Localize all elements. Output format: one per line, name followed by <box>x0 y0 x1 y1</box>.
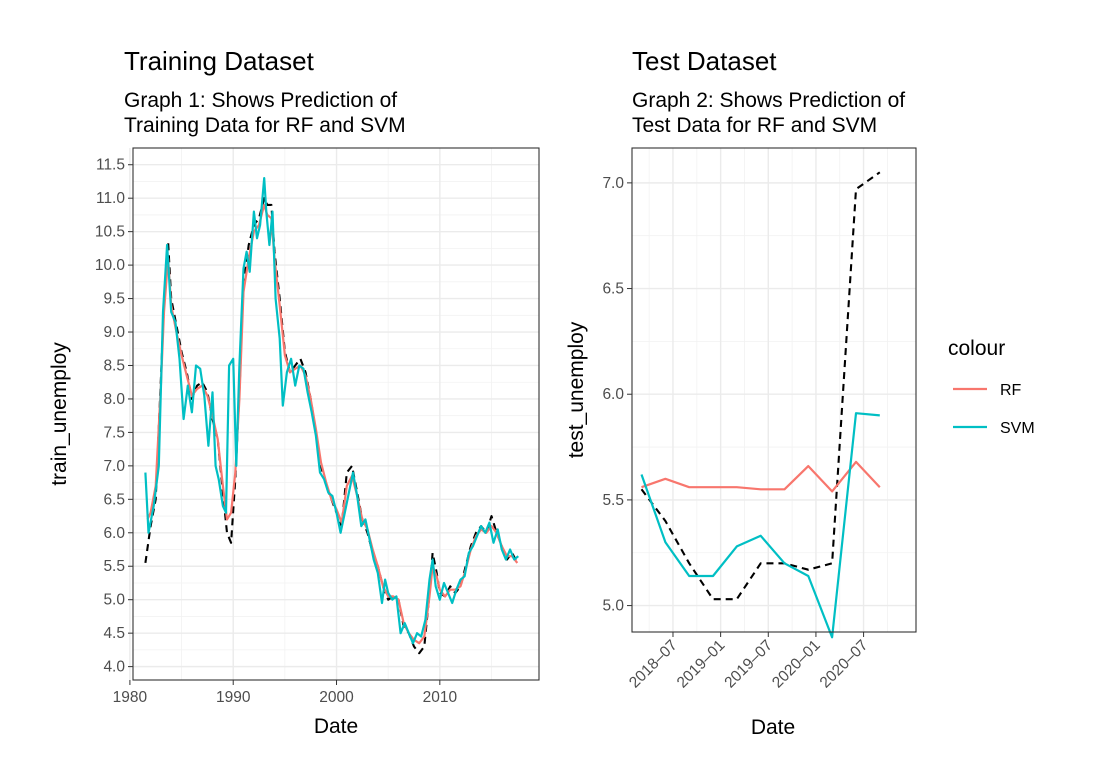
test-chart-subtitle-line-1: Graph 2: Shows Prediction of <box>632 89 905 112</box>
test-chart-y-axis-label: test_unemploy <box>565 321 588 458</box>
training-chart-panel-border <box>132 147 540 681</box>
training-chart-series <box>144 177 519 655</box>
training-chart-y-tick-label: 9.5 <box>103 291 125 308</box>
training-chart-y-tick-label: 11.0 <box>96 190 125 207</box>
legend-label-svm: SVM <box>1000 420 1035 437</box>
test-chart-gridlines <box>632 148 916 632</box>
training-chart-x-tick-label: 2000 <box>319 689 354 706</box>
training-chart-x-axis-label: Date <box>314 715 358 738</box>
test-chart-y-tick-label: 6.0 <box>602 386 624 403</box>
test-chart-series-rf-line <box>641 460 881 493</box>
test-chart-subtitle-line-2: Test Data for RF and SVM <box>632 114 877 137</box>
training-chart-y-tick-label: 5.5 <box>103 558 125 575</box>
training-chart-y-tick-label: 5.0 <box>103 592 125 609</box>
legend-items: RF SVM <box>953 382 1035 437</box>
training-chart-y-tick-label: 10.0 <box>95 257 126 274</box>
test-chart-x-axis-label: Date <box>751 716 795 739</box>
training-chart-subtitle-line-2: Training Data for RF and SVM <box>124 114 406 137</box>
training-chart-y-tick-label: 4.5 <box>103 625 125 642</box>
training-chart-y-tick-label: 10.5 <box>95 224 125 241</box>
training-chart-x-tick-label: 1990 <box>216 689 251 706</box>
legend: colour RF SVM <box>948 337 1035 437</box>
test-chart-y-tick-label: 6.5 <box>602 281 624 298</box>
training-chart-y-tick-label: 8.5 <box>103 357 125 374</box>
training-chart-y-tick-label: 4.0 <box>103 659 125 676</box>
test-chart-y-tick-label: 7.0 <box>602 175 624 192</box>
test-chart-series-svm-line <box>640 412 880 639</box>
training-chart-y-tick-label: 6.5 <box>103 491 125 508</box>
test-chart-series <box>640 171 881 639</box>
training-chart-y-tick-label: 9.0 <box>103 324 125 341</box>
training-chart: Training Dataset Graph 1: Shows Predicti… <box>48 46 540 738</box>
training-chart-y-tick-label: 11.5 <box>96 157 125 174</box>
test-chart-series-actual-line <box>640 171 881 601</box>
legend-title: colour <box>948 337 1005 360</box>
training-chart-y-tick-label: 7.0 <box>103 458 125 475</box>
training-chart-y-axis-label: train_unemploy <box>48 342 71 486</box>
training-chart-series-svm-line <box>144 177 519 645</box>
training-chart-x-tick-label: 1980 <box>113 689 148 706</box>
test-chart-panel-border <box>631 147 917 633</box>
legend-label-rf: RF <box>1000 382 1022 399</box>
training-chart-gridlines <box>129 148 539 680</box>
training-chart-title: Training Dataset <box>124 46 315 76</box>
training-chart-y-tick-label: 8.0 <box>103 391 125 408</box>
training-chart-subtitle-line-1: Graph 1: Shows Prediction of <box>124 89 397 112</box>
training-chart-series-actual-line <box>144 197 519 655</box>
test-chart-y-tick-label: 5.0 <box>602 598 624 615</box>
test-chart-title: Test Dataset <box>632 46 777 76</box>
training-chart-ticks: 4.0 4.5 5.0 5.5 6.0 6.5 7.0 7.5 8.0 8.5 9.0 9.5 10.0… <box>95 157 458 706</box>
test-chart-y-tick-label: 5.5 <box>602 492 624 509</box>
training-chart-y-tick-label: 7.5 <box>103 424 125 441</box>
training-chart-x-tick-label: 2010 <box>423 689 458 706</box>
training-chart-y-tick-label: 6.0 <box>103 525 125 542</box>
